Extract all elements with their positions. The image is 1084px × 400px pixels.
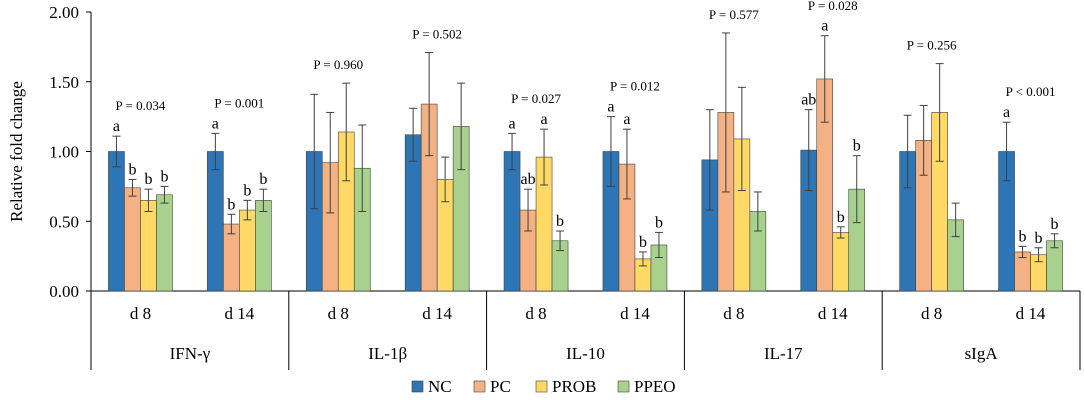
x-day-label: d 8: [130, 304, 151, 323]
significance-letter: b: [837, 209, 845, 226]
x-day-label: d 14: [818, 304, 848, 323]
bar-nc: [207, 151, 224, 292]
legend-label-nc: NC: [428, 377, 452, 396]
significance-letter: a: [1003, 104, 1010, 121]
x-group-label: IFN-γ: [170, 344, 211, 363]
significance-letter: b: [556, 213, 564, 230]
significance-letter: b: [639, 234, 647, 251]
p-value-label: P = 0.012: [610, 79, 660, 94]
x-day-label: d 8: [328, 304, 349, 323]
y-axis-title: Relative fold change: [7, 81, 26, 222]
significance-letter: b: [655, 214, 663, 231]
significance-letter: b: [1019, 228, 1027, 245]
significance-letter: ab: [801, 92, 816, 109]
bar-nc: [503, 151, 521, 292]
legend-swatch-prob: [535, 380, 548, 393]
y-tick-label: 1.00: [49, 143, 79, 162]
legend-label-ppeo: PPEO: [634, 377, 676, 396]
x-group-label: IL-10: [566, 344, 605, 363]
legend-swatch-nc: [411, 380, 424, 393]
p-value-label: P = 0.502: [412, 26, 462, 41]
significance-letter: a: [508, 115, 515, 132]
x-group-label: sIgA: [965, 344, 999, 363]
x-day-label: d 8: [921, 304, 942, 323]
legend-swatch-ppeo: [617, 380, 630, 393]
significance-letter: b: [144, 171, 152, 188]
legend-label-pc: PC: [490, 377, 511, 396]
bar-prob: [832, 232, 850, 292]
y-tick-label: 0.00: [49, 282, 79, 301]
significance-letter: a: [540, 111, 547, 128]
x-day-label: d 8: [525, 304, 546, 323]
p-value-label: P = 0.028: [808, 0, 858, 13]
significance-letter: a: [212, 115, 219, 132]
p-value-label: P = 0.027: [511, 91, 561, 106]
significance-letter: b: [243, 182, 251, 199]
y-tick-label: 2.00: [49, 3, 79, 22]
y-tick-label: 0.50: [49, 212, 79, 231]
significance-letter: a: [623, 111, 630, 128]
bar-pc: [124, 187, 141, 292]
significance-letter: b: [160, 168, 168, 185]
p-value-label: P < 0.001: [1006, 84, 1056, 99]
significance-letter: b: [128, 161, 136, 178]
bar-nc: [108, 151, 125, 292]
bar-ppeo: [156, 194, 173, 292]
x-group-label: IL-17: [764, 344, 803, 363]
p-value-label: P = 0.001: [214, 95, 264, 110]
significance-letter: a: [821, 18, 828, 35]
legend-label-prob: PROB: [552, 377, 596, 396]
significance-letter: a: [113, 118, 120, 135]
p-value-label: P = 0.256: [907, 38, 957, 53]
significance-letter: a: [607, 99, 614, 116]
x-group-label: IL-1β: [368, 344, 407, 363]
p-value-label: P = 0.034: [116, 98, 166, 113]
x-day-label: d 14: [620, 304, 650, 323]
p-value-label: P = 0.577: [709, 7, 759, 22]
x-day-label: d 8: [723, 304, 744, 323]
y-tick-label: 1.50: [49, 73, 79, 92]
x-day-label: d 14: [224, 304, 254, 323]
significance-letter: ab: [520, 171, 535, 188]
significance-letter: b: [853, 138, 861, 155]
x-day-label: d 14: [422, 304, 452, 323]
significance-letter: b: [1051, 216, 1059, 233]
bar-ppeo: [255, 200, 272, 292]
significance-letter: b: [259, 171, 267, 188]
bar-prob: [140, 200, 157, 292]
legend-swatch-pc: [473, 380, 486, 393]
x-day-label: d 14: [1016, 304, 1046, 323]
significance-letter: b: [227, 196, 235, 213]
significance-letter: b: [1035, 230, 1043, 247]
bar-prob: [239, 209, 256, 292]
bar-ppeo: [1046, 240, 1063, 292]
p-value-label: P = 0.960: [313, 57, 363, 72]
